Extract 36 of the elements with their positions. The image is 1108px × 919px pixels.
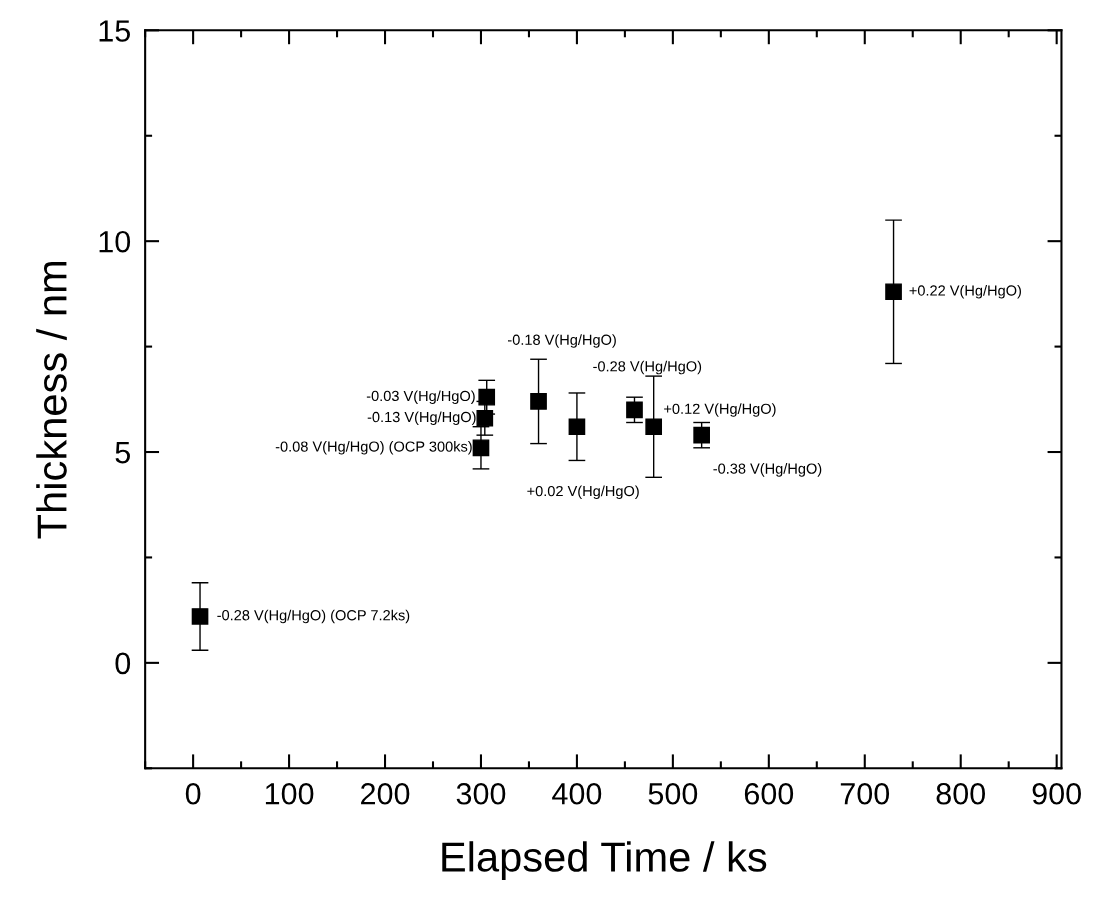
x-tick-label: 500 — [648, 782, 698, 805]
x-tick-label: 600 — [744, 782, 794, 805]
x-axis-title: Elapsed Time / ks — [442, 841, 767, 881]
x-tick-label: 900 — [1032, 782, 1081, 805]
x-tick-label: 800 — [936, 782, 986, 805]
y-tick-label: 15 — [99, 20, 130, 42]
annotation: -0.13 V(Hg/HgO) — [367, 411, 476, 426]
y-tick-label: 10 — [99, 230, 131, 253]
annotation: -0.03 V(Hg/HgO) — [366, 390, 475, 404]
y-axis-title: Thickness / nm — [36, 261, 67, 539]
annotation: +0.02 V(Hg/HgO) — [527, 485, 639, 500]
annotation: -0.18 V(Hg/HgO) — [508, 334, 616, 348]
x-tick-label: 0 — [185, 782, 201, 805]
x-tick-label: 300 — [456, 782, 506, 805]
annotation: -0.28 V(Hg/HgO) — [593, 360, 702, 375]
x-tick-label: 400 — [552, 782, 602, 805]
point — [568, 418, 586, 436]
y-tick-label: 0 — [115, 652, 131, 675]
x-tick-label: 200 — [361, 782, 410, 805]
point — [530, 393, 547, 410]
annotation: +0.12 V(Hg/HgO) — [664, 403, 776, 417]
annotation: -0.08 V(Hg/HgO) (OCP 300ks) — [275, 441, 472, 455]
y-tick-label: 5 — [115, 442, 130, 464]
point — [693, 426, 710, 444]
point — [478, 388, 496, 406]
point — [472, 439, 490, 457]
x-tick-label: 700 — [840, 782, 890, 805]
x-tick-label: 100 — [265, 782, 314, 805]
point — [885, 283, 902, 301]
point — [191, 608, 209, 625]
point — [626, 401, 643, 419]
point — [645, 418, 663, 436]
annotation: -0.38 V(Hg/HgO) — [713, 463, 822, 477]
point — [476, 409, 494, 427]
annotation: -0.28 V(Hg/HgO) (OCP 7.2ks) — [217, 609, 410, 624]
annotation: +0.22 V(Hg/HgO) — [909, 284, 1021, 299]
